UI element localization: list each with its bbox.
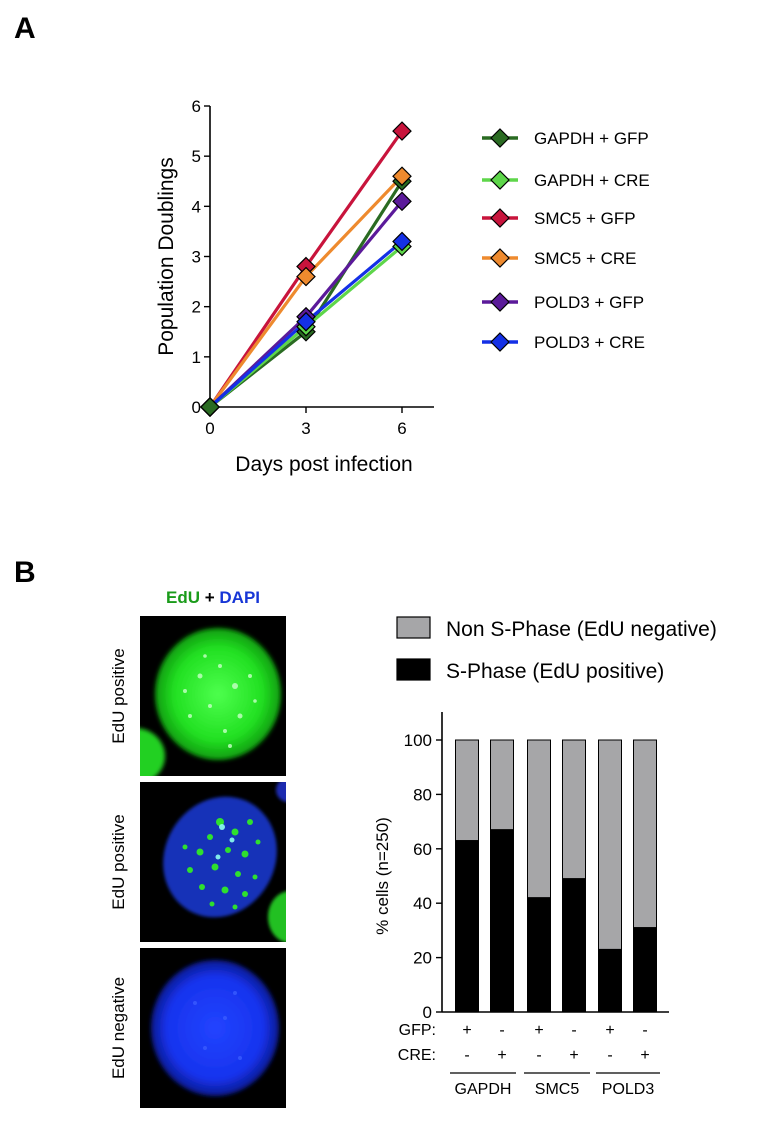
group-label: SMC5 xyxy=(535,1081,580,1098)
gfp-mark: - xyxy=(499,1022,504,1039)
x-tick-label: 0 xyxy=(205,419,214,438)
y-tick-label: 4 xyxy=(192,197,201,216)
stain-plus: + xyxy=(204,588,215,607)
cre-row-label: CRE: xyxy=(398,1047,436,1064)
data-point xyxy=(296,311,316,332)
gfp-row-label: GFP: xyxy=(399,1022,436,1039)
y-tick-label: 0 xyxy=(192,398,201,417)
legend-marker xyxy=(490,248,510,268)
micrograph-edu-positive-2 xyxy=(140,782,286,942)
nucleus-image xyxy=(163,782,286,942)
x-tick-label: 3 xyxy=(301,419,310,438)
micrograph-label: EdU positive xyxy=(109,648,128,744)
y-tick-label: 100 xyxy=(404,731,432,750)
bar-segment-non-s-phase xyxy=(633,739,657,929)
y-tick-label: 0 xyxy=(423,1003,432,1022)
legend-label: POLD3 + CRE xyxy=(534,333,645,352)
legend-label: Non S-Phase (EdU negative) xyxy=(446,618,717,641)
legend-swatch xyxy=(396,658,431,681)
y-tick-label: 6 xyxy=(192,97,201,116)
legend-marker xyxy=(490,208,510,228)
group-label: POLD3 xyxy=(602,1081,655,1098)
y-tick-label: 80 xyxy=(413,785,432,804)
panel-a-letter: A xyxy=(14,12,36,45)
cre-mark: + xyxy=(569,1047,578,1064)
group-label: GAPDH xyxy=(455,1081,512,1098)
bar-segment-s-phase xyxy=(455,840,479,1013)
legend-marker xyxy=(490,170,510,190)
dapi-stain-label: DAPI xyxy=(219,588,261,607)
edu-stain-label: EdU xyxy=(165,588,200,607)
nucleus-image xyxy=(151,960,279,1096)
legend-marker xyxy=(490,332,510,352)
micrograph-edu-negative xyxy=(140,948,286,1108)
y-tick-label: 60 xyxy=(413,840,432,859)
data-point xyxy=(392,166,412,187)
y-tick-label: 5 xyxy=(192,147,201,166)
cre-mark: + xyxy=(640,1047,649,1064)
data-point xyxy=(296,266,316,287)
cre-mark: - xyxy=(536,1047,541,1064)
legend-label: GAPDH + GFP xyxy=(534,129,649,148)
cre-mark: + xyxy=(497,1047,506,1064)
micrograph-label: EdU negative xyxy=(109,976,128,1080)
cre-mark: - xyxy=(607,1047,612,1064)
legend-label: S-Phase (EdU positive) xyxy=(446,660,664,683)
cre-mark: - xyxy=(464,1047,469,1064)
bar-segment-non-s-phase xyxy=(562,739,586,880)
legend-label: POLD3 + GFP xyxy=(534,293,644,312)
gfp-mark: - xyxy=(642,1022,647,1039)
bar-segment-s-phase xyxy=(562,878,586,1013)
legend-label: GAPDH + CRE xyxy=(534,171,650,190)
series-line xyxy=(208,200,404,409)
data-point xyxy=(392,121,412,141)
y-tick-label: 1 xyxy=(192,348,201,367)
gfp-mark: + xyxy=(534,1022,543,1039)
y-axis-title: % cells (n=250) xyxy=(373,817,392,935)
gfp-mark: - xyxy=(571,1022,576,1039)
data-point xyxy=(392,191,412,212)
bar-segment-non-s-phase xyxy=(598,739,622,950)
legend-label: SMC5 + CRE xyxy=(534,249,637,268)
nucleus-image xyxy=(140,628,281,776)
bar-segment-s-phase xyxy=(633,927,657,1013)
data-point xyxy=(200,397,220,417)
micrograph-label: EdU positive xyxy=(109,814,128,910)
y-tick-label: 3 xyxy=(192,248,201,267)
gfp-mark: + xyxy=(462,1022,471,1039)
y-tick-label: 20 xyxy=(413,949,432,968)
data-point xyxy=(392,231,412,252)
series-line xyxy=(208,175,404,408)
legend-marker xyxy=(490,292,510,312)
legend-label: SMC5 + GFP xyxy=(534,209,636,228)
bar-segment-non-s-phase xyxy=(490,739,514,831)
bar-segment-s-phase xyxy=(527,897,551,1013)
legend-swatch xyxy=(396,616,431,639)
series-line xyxy=(209,180,404,409)
x-tick-label: 6 xyxy=(397,419,406,438)
bar-segment-non-s-phase xyxy=(455,739,479,842)
legend-marker xyxy=(490,128,510,148)
stain-title: EdU + DAPI xyxy=(140,588,286,608)
y-axis-title: Population Doublings xyxy=(155,157,178,355)
micrograph-edu-positive-1 xyxy=(140,616,286,776)
panel-b-letter: B xyxy=(14,556,36,589)
y-tick-label: 2 xyxy=(192,298,201,317)
bar-segment-s-phase xyxy=(490,829,514,1013)
gfp-mark: + xyxy=(605,1022,614,1039)
bar-segment-non-s-phase xyxy=(527,739,551,899)
x-axis-title: Days post infection xyxy=(235,453,412,476)
y-tick-label: 40 xyxy=(413,894,432,913)
population-doublings-chart: 0 1 2 3 4 5 6 0 3 6 Days post infection Population … xyxy=(155,97,650,476)
bar-segment-s-phase xyxy=(598,948,622,1013)
